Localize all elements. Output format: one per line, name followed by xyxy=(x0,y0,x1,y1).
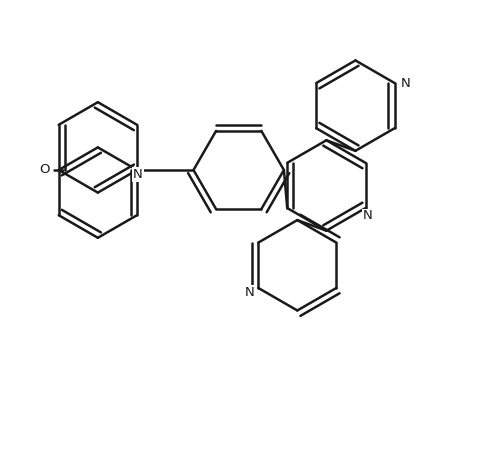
Text: N: N xyxy=(401,77,411,90)
Text: N: N xyxy=(363,209,372,222)
Text: N: N xyxy=(244,286,254,299)
Text: O: O xyxy=(39,164,50,177)
Text: N: N xyxy=(133,168,143,181)
